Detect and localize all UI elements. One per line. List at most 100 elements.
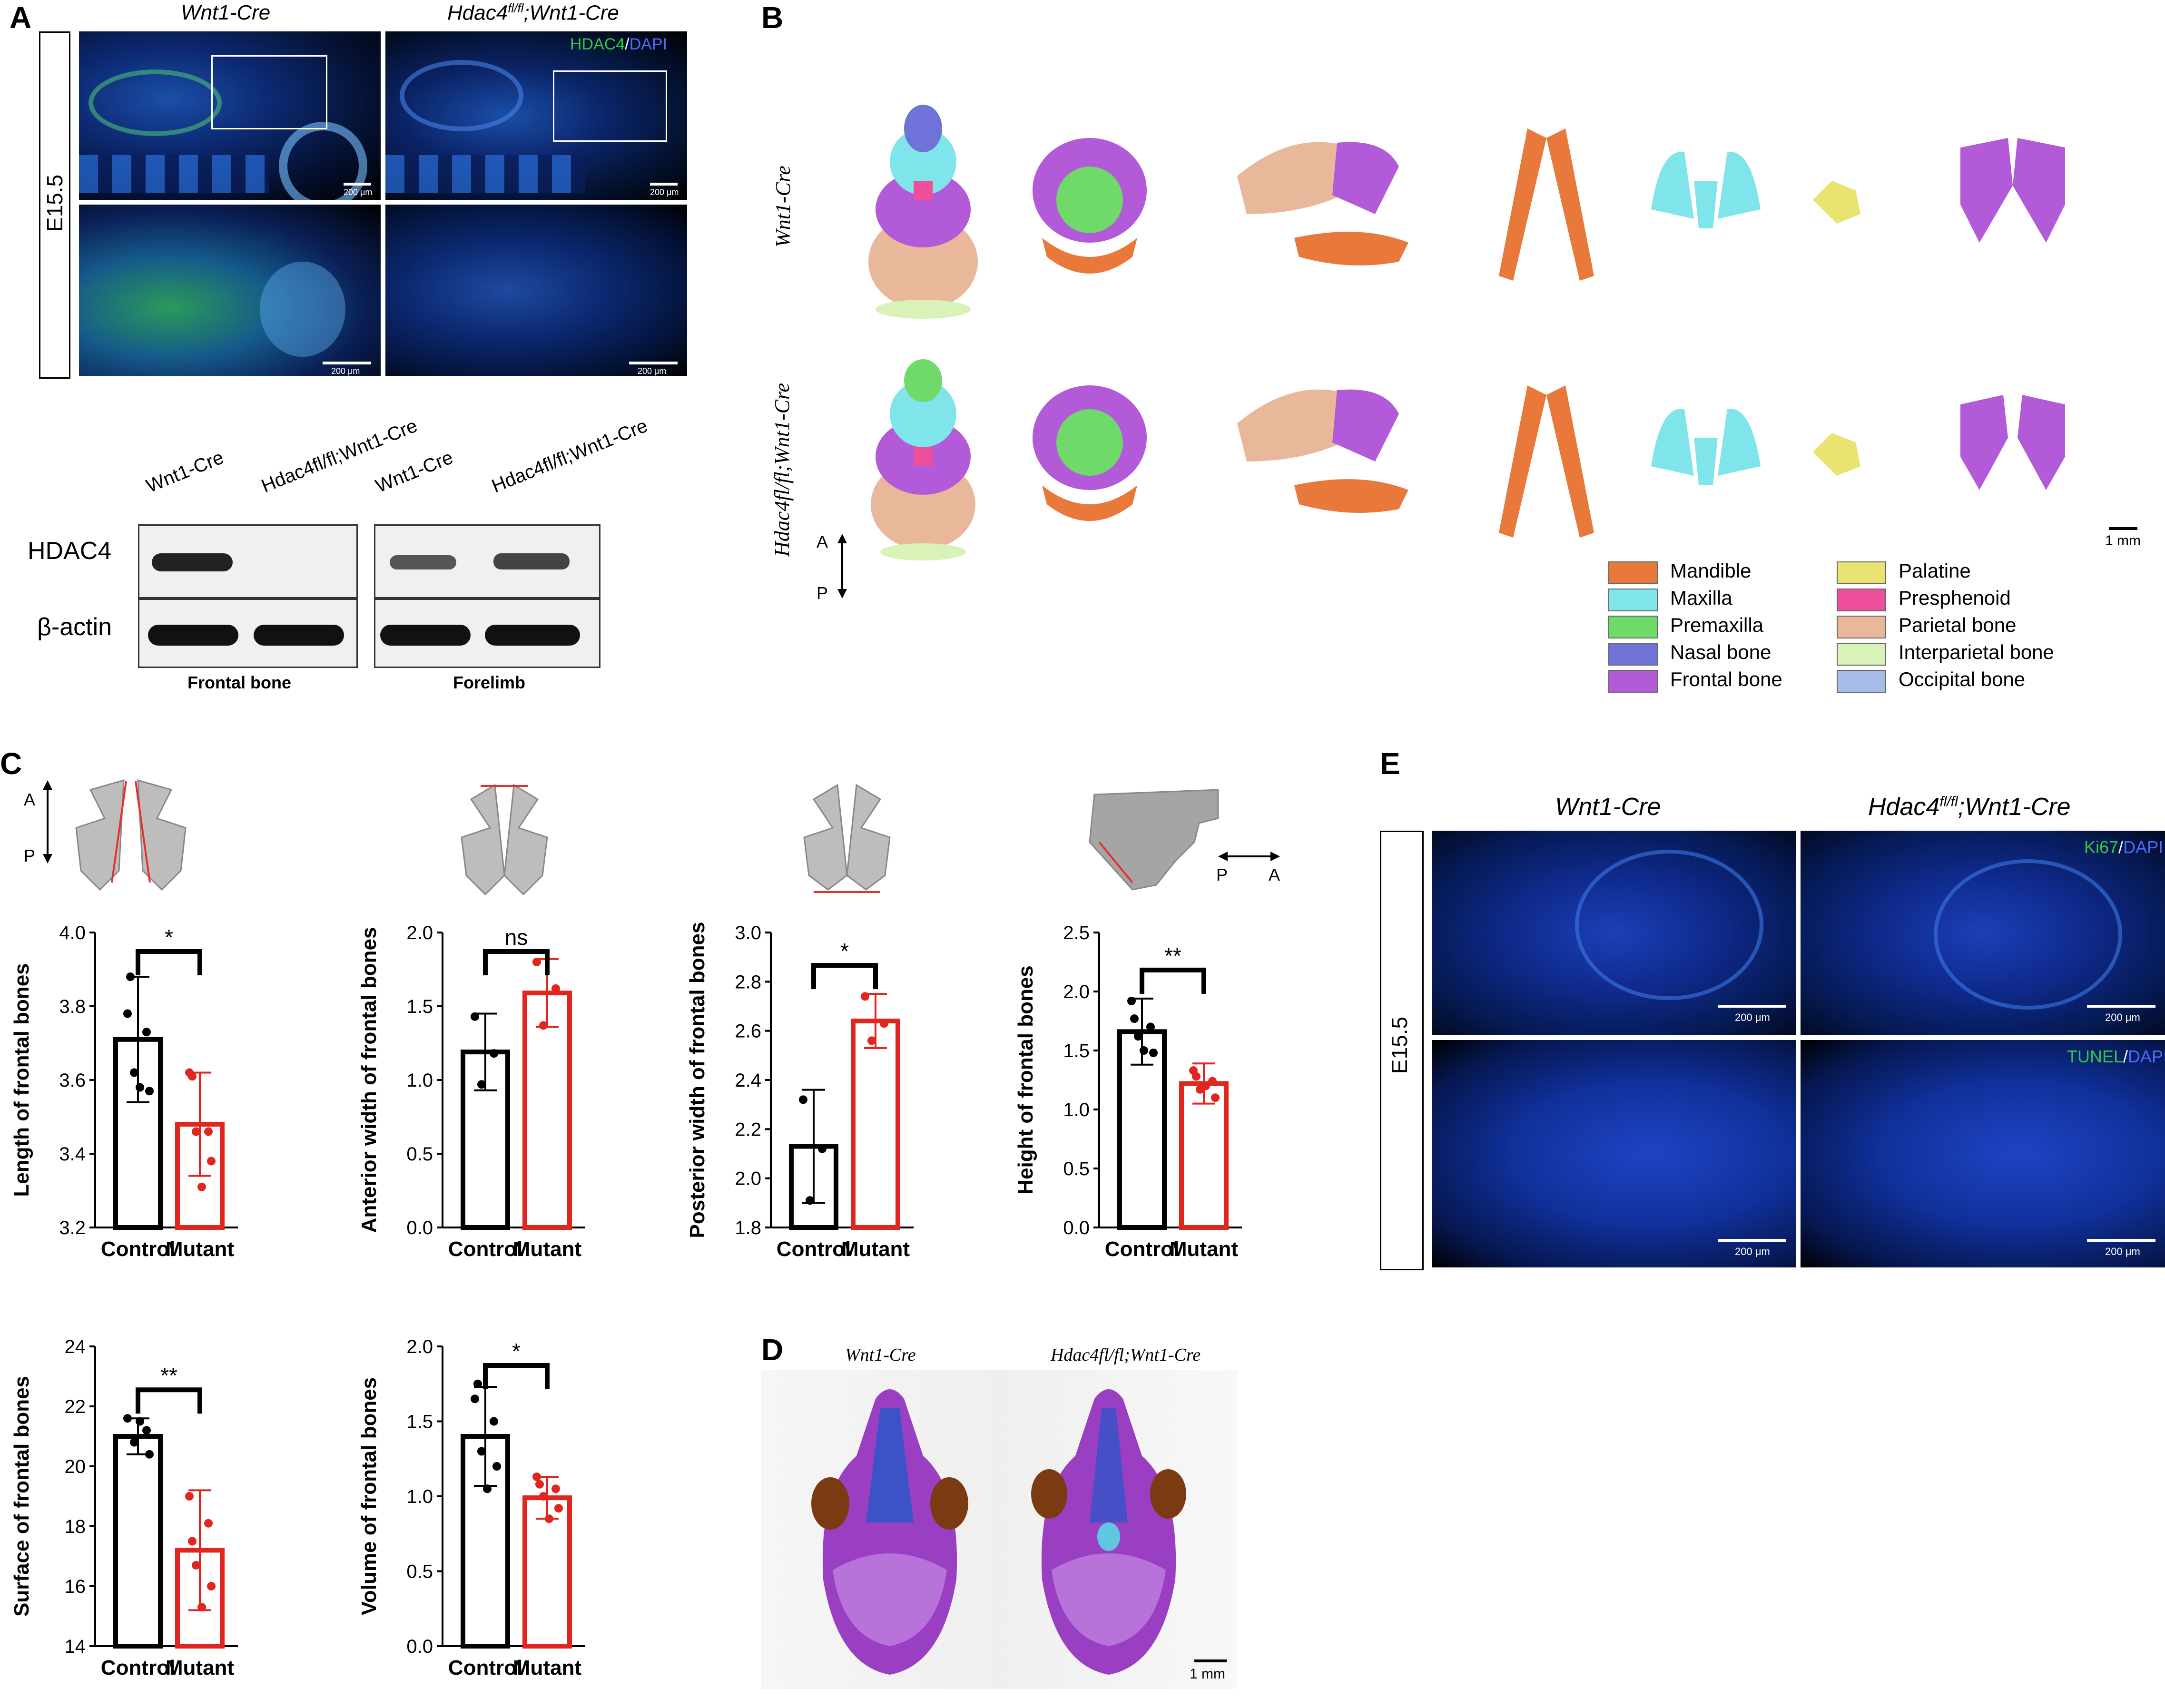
y-tick-label: 3.8 [59, 996, 86, 1017]
e-stage-label: E15.5 [1387, 1016, 1412, 1074]
y-tick-label: 1.5 [406, 1412, 433, 1433]
y-tick-label: 24 [65, 1336, 86, 1357]
c-axis-a2: A [1269, 865, 1280, 884]
panel-a-col2-title: Hdac4fl/fl;Wnt1-Cre [447, 1, 619, 25]
micrograph-a-mutant-zoom: 200 μm [385, 205, 687, 376]
legend-label: Frontal bone [1670, 668, 1782, 690]
zoom-box [211, 55, 327, 129]
data-point [880, 1019, 888, 1028]
panel-letter-a: A [10, 0, 32, 35]
y-tick-label: 2.0 [406, 923, 433, 943]
significance-label: * [840, 939, 849, 963]
data-point [197, 1603, 206, 1612]
schematic-length [43, 779, 187, 891]
panel-e-col1: Wnt1-Cre [1555, 793, 1661, 821]
wb-lane-3: Wnt1-Cre [373, 447, 456, 497]
data-point [1140, 1046, 1148, 1055]
x-tick-label: Control [448, 1237, 522, 1261]
data-point [490, 1049, 498, 1058]
data-point [535, 1480, 544, 1489]
data-point [130, 1438, 138, 1447]
data-point [142, 1028, 151, 1037]
y-tick-label: 1.0 [406, 1486, 433, 1507]
data-point [188, 1537, 197, 1546]
schematic-posterior-width [803, 784, 891, 893]
panel-d-col2: Hdac4fl/fl;Wnt1-Cre [1051, 1345, 1201, 1365]
e-stage-label-box [1380, 831, 1424, 1270]
data-point [188, 1072, 197, 1081]
data-point [545, 1514, 553, 1523]
stain-legend: HDAC4/DAPI [570, 35, 668, 53]
c-axis-p2: P [1216, 865, 1228, 884]
data-point [471, 1394, 479, 1404]
significance-label: ** [1164, 943, 1181, 968]
legend-swatch [1837, 670, 1886, 693]
data-point [204, 1519, 213, 1528]
y-tick-label: 0.0 [406, 1217, 433, 1238]
y-tick-label: 0.0 [406, 1636, 433, 1657]
y-tick-label: 2.0 [735, 1168, 761, 1189]
y-tick-label: 2.2 [735, 1119, 761, 1140]
legend-swatch [1837, 561, 1886, 584]
x-tick-label: Mutant [1170, 1237, 1239, 1261]
legend-swatch [1837, 616, 1886, 638]
y-tick-label: 2.0 [406, 1336, 433, 1357]
bar-chart: 3.2 3.4 3.6 3.8 4.0 Length of frontal bones Co… [10, 923, 238, 1261]
significance-bracket [136, 949, 202, 975]
y-tick-label: 2.8 [735, 972, 761, 992]
y-tick-label: 1.0 [1063, 1099, 1090, 1120]
skull-renders-control [868, 105, 2065, 319]
y-tick-label: 3.2 [59, 1217, 86, 1238]
data-point [1208, 1077, 1217, 1086]
legend-label: Premaxilla [1670, 614, 1764, 636]
legend-label: Palatine [1899, 560, 1971, 582]
data-point [471, 1012, 479, 1021]
panel-letter-c: C [0, 746, 22, 781]
data-point [539, 1492, 548, 1501]
legend-swatch [1608, 561, 1658, 584]
legend-label: Interparietal bone [1899, 641, 2054, 663]
b-scale-bar [2109, 527, 2137, 530]
y-tick-label: 0.5 [1063, 1158, 1090, 1179]
data-point [551, 984, 560, 993]
wb-actin-frontal [138, 599, 358, 668]
x-tick-label: Mutant [513, 1237, 582, 1261]
data-point [207, 1582, 216, 1590]
data-point [192, 1127, 200, 1136]
b-axis-arrow-icon [837, 534, 847, 599]
data-point [806, 1196, 814, 1205]
panel-letter-d: D [761, 1333, 784, 1367]
legend-label: Parietal bone [1899, 614, 2017, 636]
x-tick-label: Control [101, 1656, 175, 1679]
x-tick-label: Control [1105, 1237, 1179, 1261]
micrograph-e-ki67-control: 200 μm [1432, 831, 1796, 1035]
panel-letter-b: B [761, 0, 784, 35]
y-tick-label: 22 [65, 1396, 86, 1417]
y-tick-label: 3.0 [735, 923, 761, 943]
data-point [490, 1417, 498, 1426]
micrograph-a-control-zoom: 200 μm [79, 205, 381, 376]
wb-hdac4-forelimb [374, 524, 600, 599]
y-axis-label: Volume of frontal bones [357, 1377, 381, 1615]
x-tick-label: Mutant [166, 1656, 235, 1679]
c-axis-p: P [24, 846, 36, 865]
y-tick-label: 20 [65, 1456, 86, 1477]
data-point [867, 1036, 876, 1045]
bar [113, 1434, 163, 1649]
data-point [136, 1083, 144, 1092]
y-tick-label: 16 [65, 1576, 86, 1597]
legend-swatch [1608, 616, 1658, 638]
legend-label: Occipital bone [1899, 668, 2026, 690]
zoom-box [553, 70, 667, 142]
y-tick-label: 4.0 [59, 923, 86, 943]
d-scale-text: 1 mm [1190, 1666, 1225, 1682]
data-point [192, 1561, 200, 1570]
x-tick-label: Mutant [166, 1237, 235, 1261]
significance-label: ** [160, 1363, 177, 1388]
data-point [1134, 1032, 1142, 1041]
wb-lane-4: Hdac4fl/fl;Wnt1-Cre [489, 415, 651, 497]
data-point [197, 1182, 206, 1191]
wb-lane-1: Wnt1-Cre [143, 447, 227, 497]
e-stain1-legend: Ki67/DAPI [2084, 837, 2164, 857]
x-tick-label: Control [101, 1237, 175, 1261]
